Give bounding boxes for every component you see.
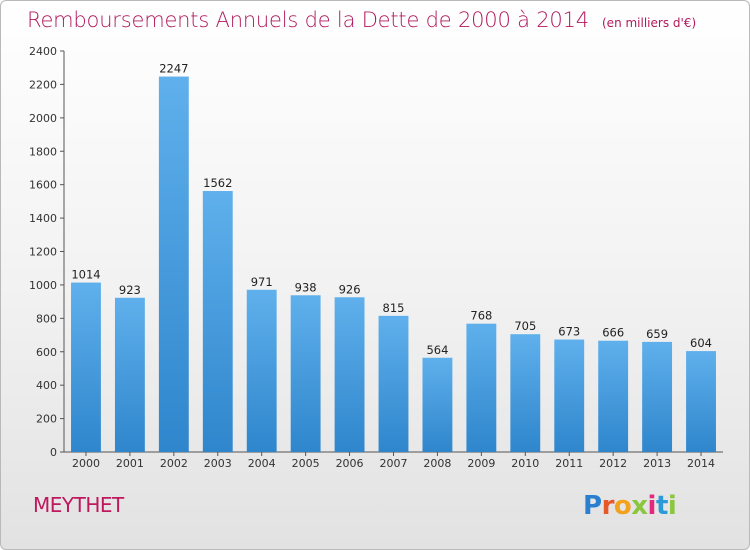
proxiti-logo[interactable]: Proxiti: [583, 491, 677, 521]
chart-title: Remboursements Annuels de la Dette de 20…: [27, 8, 696, 32]
bar[interactable]: [422, 357, 453, 452]
data-label: 971: [251, 275, 273, 289]
data-label: 768: [470, 309, 492, 323]
x-tick-label: 2001: [116, 457, 144, 470]
x-tick-label: 2003: [204, 457, 232, 470]
x-tick-label: 2009: [467, 457, 495, 470]
chart-title-main: Remboursements Annuels de la Dette de 20…: [27, 8, 589, 32]
y-tick-label: 1600: [29, 179, 57, 192]
y-axis: 0 200 400 600 800 1000 1200 1400 1600 1800 2000 220…: [29, 45, 65, 459]
data-label: 1562: [203, 176, 232, 190]
logo-letter: t: [655, 491, 668, 521]
bar[interactable]: [158, 76, 189, 452]
bar[interactable]: [202, 191, 233, 452]
data-label: 659: [646, 327, 668, 341]
x-tick-label: 2010: [511, 457, 539, 470]
y-tick-label: 600: [36, 346, 57, 359]
bar[interactable]: [466, 323, 497, 452]
y-tick-label: 2400: [29, 45, 57, 58]
x-tick-label: 2004: [248, 457, 276, 470]
data-label: 564: [426, 343, 448, 357]
data-label: 815: [383, 301, 405, 315]
bar[interactable]: [598, 340, 629, 452]
x-tick-label: 2008: [423, 457, 451, 470]
y-tick-label: 1000: [29, 279, 57, 292]
y-tick-label: 1800: [29, 145, 57, 158]
x-tick-label: 2005: [292, 457, 320, 470]
x-axis: 2000 2001 2002 2003 2004 2005 2006 2007 2008 2009…: [64, 451, 723, 470]
bar[interactable]: [334, 297, 365, 452]
x-tick-label: 2012: [599, 457, 627, 470]
logo-letter: i: [647, 491, 657, 521]
bars-group: [71, 76, 716, 452]
x-tick-label: 2011: [555, 457, 583, 470]
data-label: 938: [295, 280, 317, 294]
data-label: 2247: [159, 62, 188, 76]
x-tick-label: 2000: [72, 457, 100, 470]
y-tick-label: 1200: [29, 246, 57, 259]
data-label: 1014: [71, 268, 100, 282]
y-tick-label: 1400: [29, 212, 57, 225]
chart-subtitle: (en milliers d'€): [602, 16, 697, 30]
x-tick-label: 2002: [160, 457, 188, 470]
bar[interactable]: [378, 315, 409, 452]
data-label: 604: [690, 336, 712, 350]
logo-letter: P: [583, 491, 602, 521]
logo-letter: i: [667, 491, 677, 521]
y-tick-label: 200: [36, 413, 57, 426]
bar[interactable]: [642, 341, 673, 452]
bar[interactable]: [510, 334, 541, 452]
commune-name: MEYTHET: [33, 493, 124, 517]
logo-letter: o: [613, 491, 632, 521]
x-tick-label: 2013: [643, 457, 671, 470]
data-label: 673: [558, 325, 580, 339]
bar[interactable]: [554, 339, 585, 452]
x-tick-label: 2007: [380, 457, 408, 470]
y-tick-label: 2200: [29, 78, 57, 91]
y-tick-label: 400: [36, 379, 57, 392]
x-tick-label: 2006: [336, 457, 364, 470]
logo-letter: x: [631, 491, 648, 521]
bar[interactable]: [114, 297, 145, 452]
data-label: 666: [602, 326, 624, 340]
bar[interactable]: [290, 295, 321, 452]
logo-letter: r: [601, 491, 615, 521]
data-label: 926: [339, 282, 361, 296]
y-tick-label: 2000: [29, 112, 57, 125]
x-tick-label: 2014: [687, 457, 715, 470]
value-labels-group: 1014 923 2247 1562 971 938 926 815 564 768 705 673 6…: [71, 62, 712, 357]
bar[interactable]: [686, 351, 716, 452]
y-tick-label: 800: [36, 312, 57, 325]
bar[interactable]: [71, 282, 101, 452]
data-label: 923: [119, 283, 141, 297]
bar[interactable]: [246, 289, 277, 452]
data-label: 705: [514, 319, 536, 333]
y-tick-label: 0: [50, 446, 57, 459]
